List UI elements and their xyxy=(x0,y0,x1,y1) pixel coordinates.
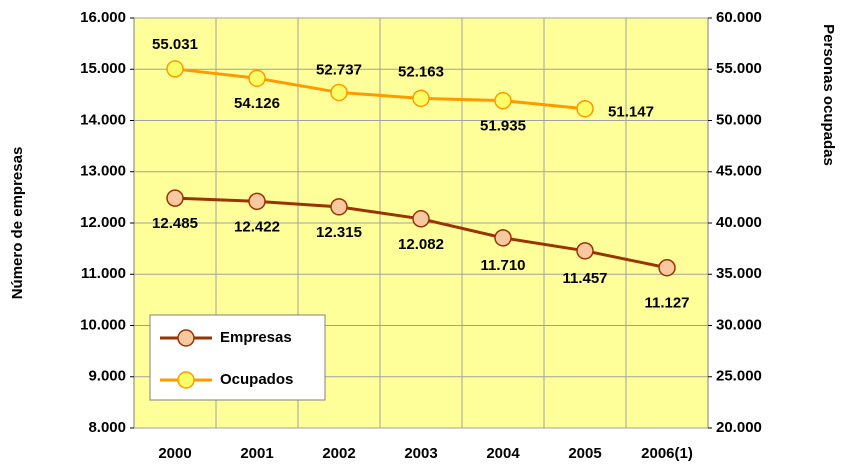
y2-axis-title: Personas ocupadas xyxy=(820,24,837,166)
legend-label: Ocupados xyxy=(220,371,293,388)
data-label: 11.457 xyxy=(562,270,607,287)
marker xyxy=(494,91,512,110)
y-tick-label: 9.000 xyxy=(88,368,126,385)
y-tick-label: 16.000 xyxy=(80,9,126,26)
y2-tick-label: 30.000 xyxy=(716,316,762,333)
data-label: 12.315 xyxy=(316,224,362,241)
marker xyxy=(412,210,430,228)
marker xyxy=(494,229,512,247)
y-tick-label: 14.000 xyxy=(80,111,126,128)
marker xyxy=(166,189,184,207)
y2-tick-label: 50.000 xyxy=(716,111,762,128)
marker xyxy=(576,99,594,118)
legend-label: Empresas xyxy=(220,329,292,346)
legend-marker xyxy=(177,329,195,347)
marker xyxy=(248,192,266,211)
marker xyxy=(166,60,184,78)
marker xyxy=(248,69,266,87)
y2-tick-label: 40.000 xyxy=(716,214,762,231)
marker xyxy=(576,242,594,260)
data-label: 55.031 xyxy=(152,36,198,53)
data-label: 51.147 xyxy=(608,104,654,121)
y-tick-label: 10.000 xyxy=(80,316,126,333)
data-label: 52.163 xyxy=(398,63,444,80)
x-tick-label: 2003 xyxy=(404,445,437,462)
y2-tick-label: 25.000 xyxy=(716,368,762,385)
x-tick-label: 2002 xyxy=(322,445,355,462)
x-tick-label: 2001 xyxy=(240,445,273,462)
legend: Empresas Ocupados xyxy=(149,314,326,401)
marker xyxy=(412,89,430,108)
series-line xyxy=(174,67,586,111)
y2-tick-label: 35.000 xyxy=(716,265,762,282)
data-label: 11.710 xyxy=(480,257,525,274)
legend-marker xyxy=(177,371,195,389)
data-label: 12.422 xyxy=(234,218,280,235)
y2-tick-label: 45.000 xyxy=(716,163,762,180)
y-tick-label: 11.000 xyxy=(81,265,126,282)
marker xyxy=(330,83,348,102)
y2-tick-label: 55.000 xyxy=(716,60,762,77)
y2-tick-label: 60.000 xyxy=(716,9,762,26)
data-label: 52.737 xyxy=(316,61,362,78)
x-tick-label: 2006(1) xyxy=(641,445,693,462)
y-axis-title: Número de empresas xyxy=(9,147,26,300)
marker xyxy=(330,198,348,216)
y-tick-label: 13.000 xyxy=(80,163,126,180)
x-tick-label: 2004 xyxy=(486,445,520,462)
legend-box xyxy=(149,314,326,401)
x-tick-label: 2005 xyxy=(568,445,601,462)
data-label: 11.127 xyxy=(644,295,689,312)
data-label: 54.126 xyxy=(234,95,280,112)
x-tick-label: 2000 xyxy=(158,445,191,462)
marker xyxy=(658,258,676,277)
data-label: 12.082 xyxy=(398,236,444,253)
y-tick-label: 12.000 xyxy=(80,214,126,231)
data-label: 12.485 xyxy=(152,215,198,232)
y-tick-label: 15.000 xyxy=(80,60,126,77)
y2-tick-label: 20.000 xyxy=(716,419,762,436)
data-label: 51.935 xyxy=(480,118,526,135)
y-tick-label: 8.000 xyxy=(88,419,126,436)
